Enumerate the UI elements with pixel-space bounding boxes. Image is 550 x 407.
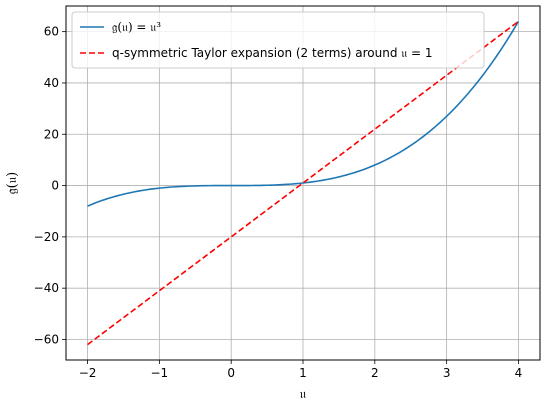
y-axis-label: 𝔤(𝔲) bbox=[5, 172, 20, 194]
x-tick-label: 4 bbox=[515, 366, 523, 380]
series-layer bbox=[87, 20, 520, 346]
x-tick-label: 3 bbox=[443, 366, 451, 380]
legend: 𝔤(𝔲) = 𝔲³ q-symmetric Taylor expansion (… bbox=[71, 11, 485, 69]
x-axis-label: 𝔲 bbox=[300, 387, 307, 402]
y-tick-label: 60 bbox=[44, 25, 59, 39]
x-tick-label: 1 bbox=[299, 366, 307, 380]
y-tick-label: 40 bbox=[44, 76, 59, 90]
x-tick-label: −1 bbox=[151, 366, 169, 380]
x-tick-label: −2 bbox=[79, 366, 97, 380]
ticks: −2 −1 0 1 2 3 4 −60 −40 −20 0 20 40 60 bbox=[34, 25, 523, 380]
legend-label-taylor: q-symmetric Taylor expansion (2 terms) a… bbox=[112, 46, 433, 60]
legend-label-cubic: 𝔤(𝔲) = 𝔲³ bbox=[112, 20, 161, 34]
y-tick-label: −40 bbox=[34, 281, 59, 295]
legend-box bbox=[71, 11, 485, 69]
x-tick-label: 0 bbox=[227, 366, 235, 380]
y-tick-label: 0 bbox=[51, 179, 59, 193]
x-tick-label: 2 bbox=[371, 366, 379, 380]
y-tick-label: 20 bbox=[44, 127, 59, 141]
y-tick-label: −60 bbox=[34, 332, 59, 346]
y-tick-label: −20 bbox=[34, 230, 59, 244]
series-cubic-line bbox=[87, 20, 520, 207]
